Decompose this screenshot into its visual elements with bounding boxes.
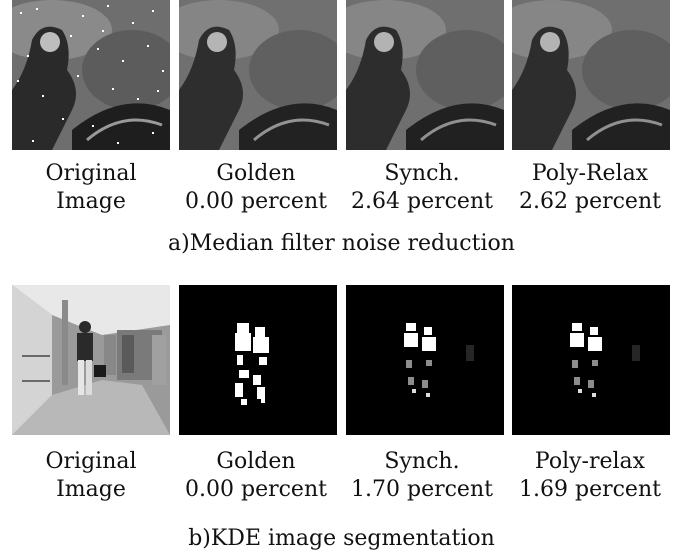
- kde-golden-label: Golden 0.00 percent: [171, 448, 341, 504]
- kde-synch-label: Synch. 1.70 percent: [337, 448, 507, 504]
- median-caption: a)Median filter noise reduction: [168, 231, 515, 256]
- median-original-label-line2: Image: [56, 189, 126, 214]
- median-synch-label: Synch. 2.64 percent: [337, 160, 507, 216]
- median-polyrelax-image-graphic: [512, 0, 670, 150]
- kde-polyrelax-label-line1: Poly-relax: [534, 449, 646, 474]
- median-original-image-graphic: [12, 0, 170, 150]
- kde-synch-label-line1: Synch.: [384, 449, 460, 474]
- kde-golden-label-line2: 0.00 percent: [185, 477, 327, 502]
- kde-polyrelax-image: [512, 285, 670, 435]
- median-original-label: Original Image: [6, 160, 176, 216]
- kde-original-image: [12, 285, 170, 435]
- median-synch-label-line2: 2.64 percent: [351, 189, 493, 214]
- kde-original-label: Original Image: [6, 448, 176, 504]
- median-golden-label-line2: 0.00 percent: [185, 189, 327, 214]
- kde-polyrelax-image-graphic: [512, 285, 670, 435]
- kde-golden-image-graphic: [179, 285, 337, 435]
- kde-polyrelax-label-line2: 1.69 percent: [519, 477, 661, 502]
- median-synch-label-line1: Synch.: [384, 161, 460, 186]
- median-golden-image: [179, 0, 337, 150]
- median-original-image: [12, 0, 170, 150]
- kde-caption: b)KDE image segmentation: [188, 526, 495, 551]
- median-original-label-line1: Original: [45, 161, 137, 186]
- kde-golden-label-line1: Golden: [216, 449, 296, 474]
- kde-synch-image-graphic: [346, 285, 504, 435]
- median-synch-image: [346, 0, 504, 150]
- kde-original-image-graphic: [12, 285, 170, 435]
- median-polyrelax-image: [512, 0, 670, 150]
- median-polyrelax-label-line2: 2.62 percent: [519, 189, 661, 214]
- median-synch-image-graphic: [346, 0, 504, 150]
- median-polyrelax-label-line1: Poly-Relax: [531, 161, 649, 186]
- kde-original-label-line1: Original: [45, 449, 137, 474]
- kde-original-label-line2: Image: [56, 477, 126, 502]
- median-golden-label: Golden 0.00 percent: [171, 160, 341, 216]
- median-polyrelax-label: Poly-Relax 2.62 percent: [505, 160, 675, 216]
- median-golden-image-graphic: [179, 0, 337, 150]
- kde-polyrelax-label: Poly-relax 1.69 percent: [505, 448, 675, 504]
- kde-synch-label-line2: 1.70 percent: [351, 477, 493, 502]
- median-golden-label-line1: Golden: [216, 161, 296, 186]
- kde-synch-image: [346, 285, 504, 435]
- kde-golden-image: [179, 285, 337, 435]
